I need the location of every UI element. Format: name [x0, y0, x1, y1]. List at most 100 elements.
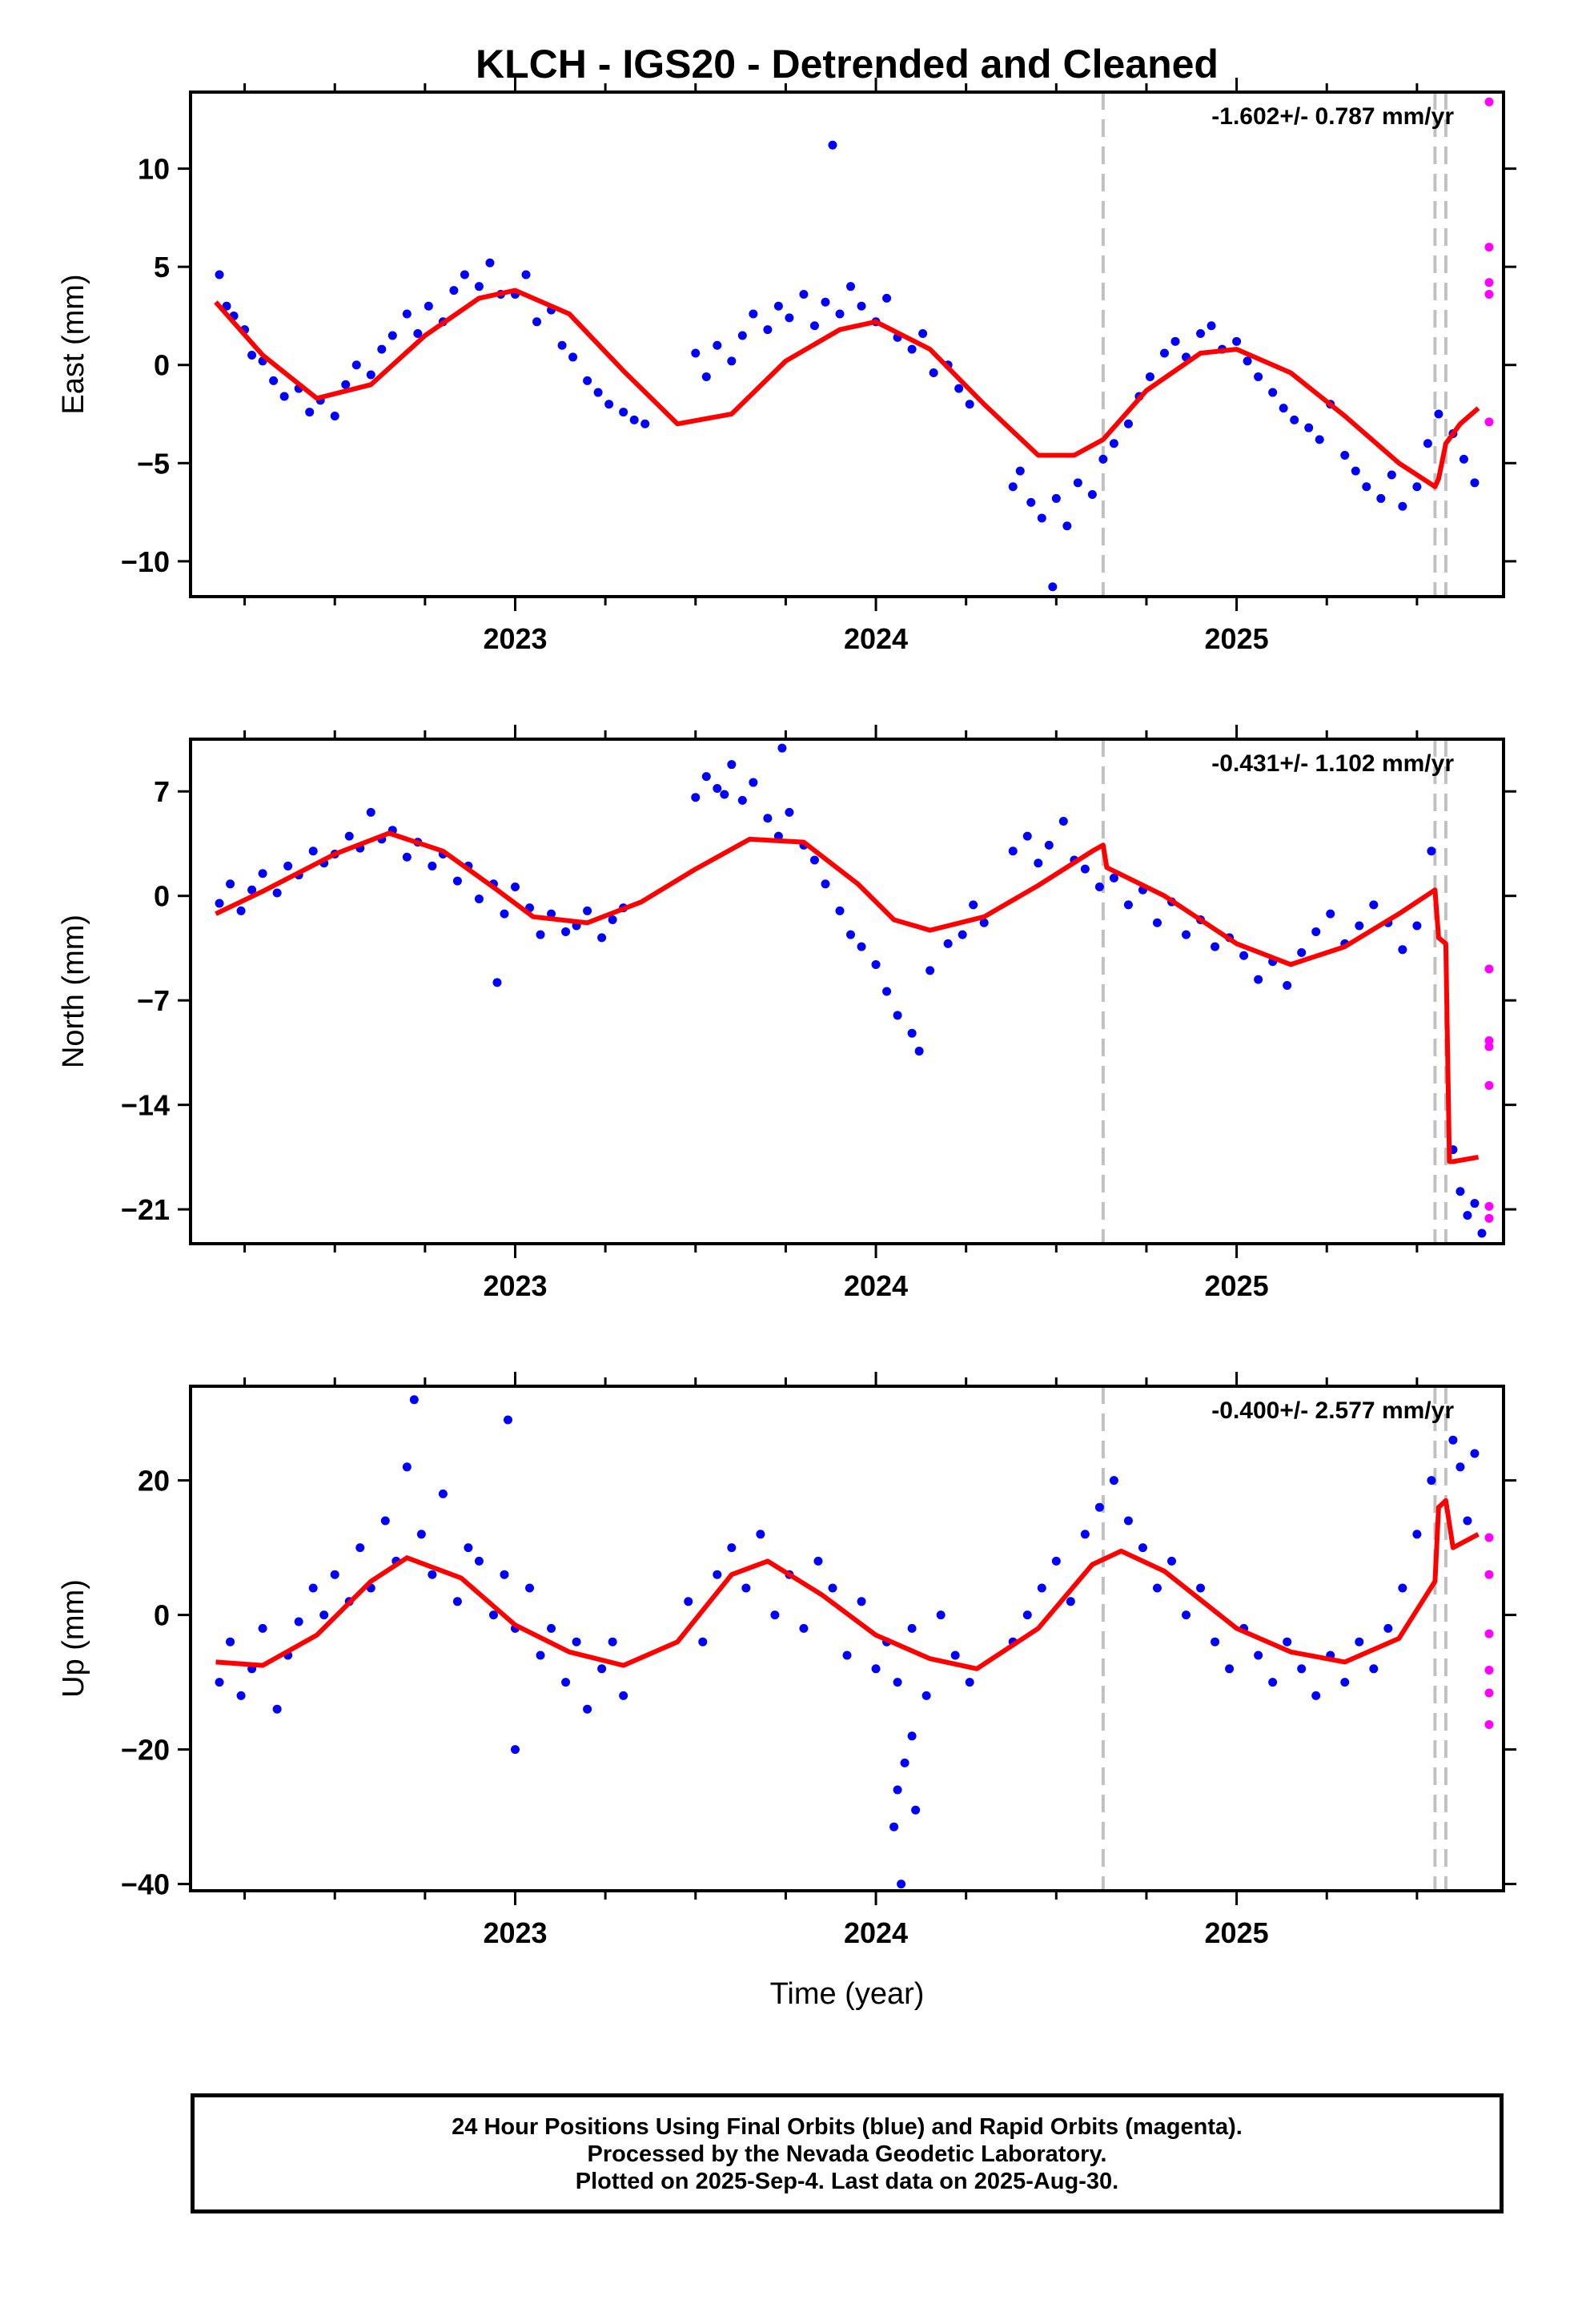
final-point — [215, 1678, 224, 1687]
final-point — [608, 1637, 617, 1647]
x-tick-label: 2023 — [483, 1916, 547, 1949]
final-point — [308, 1583, 318, 1593]
y-axis-label: North (mm) — [57, 915, 90, 1068]
x-tick-label: 2024 — [844, 622, 908, 655]
final-point — [1211, 1637, 1220, 1647]
final-point — [510, 1745, 520, 1755]
y-tick-label: 5 — [154, 251, 170, 283]
footer-line-1: 24 Hour Positions Using Final Orbits (bl… — [452, 2114, 1243, 2140]
final-point — [1196, 1583, 1206, 1593]
final-point — [1387, 470, 1396, 480]
final-point — [921, 1691, 931, 1700]
final-point — [809, 855, 819, 865]
final-point — [958, 930, 967, 939]
final-point — [366, 370, 375, 380]
rapid-point — [1484, 1720, 1494, 1730]
final-point — [918, 329, 928, 339]
final-point — [698, 1637, 708, 1647]
final-point — [1311, 1691, 1321, 1700]
final-point — [428, 1570, 437, 1579]
final-point — [510, 883, 520, 892]
final-point — [402, 309, 412, 319]
final-point — [1109, 1476, 1118, 1486]
final-point — [897, 1880, 906, 1889]
final-point — [1315, 435, 1324, 444]
final-point — [893, 1011, 902, 1020]
final-point — [954, 384, 964, 393]
final-point — [785, 313, 794, 323]
final-point — [1008, 482, 1018, 492]
x-tick-label: 2025 — [1205, 1269, 1269, 1302]
final-point — [1138, 1543, 1147, 1553]
final-point — [907, 1028, 917, 1038]
final-point — [488, 1610, 498, 1620]
final-point — [1477, 1228, 1487, 1238]
panel-3: 20 0 −20 −40 2023 2024 2025 Up (mm) -0.400+/- 2.… — [57, 1372, 1516, 1949]
final-point — [1470, 1199, 1480, 1208]
final-point — [561, 1678, 571, 1687]
final-point — [629, 415, 639, 424]
final-point — [557, 340, 567, 350]
final-point — [846, 930, 856, 939]
final-point — [969, 900, 978, 910]
final-point — [828, 140, 837, 150]
final-point — [330, 411, 339, 420]
final-point — [474, 282, 484, 292]
final-point — [355, 1543, 365, 1553]
final-point — [1008, 846, 1018, 856]
final-point — [1066, 1597, 1075, 1606]
final-point — [1170, 336, 1180, 346]
final-point — [583, 906, 592, 915]
final-point — [1456, 1462, 1465, 1472]
final-point — [1254, 372, 1263, 381]
final-point — [701, 372, 711, 381]
final-point — [351, 360, 361, 370]
final-point — [773, 301, 783, 311]
final-point — [1243, 356, 1252, 366]
x-tick-label: 2025 — [1205, 1916, 1269, 1949]
final-point — [521, 270, 531, 279]
final-point — [1048, 582, 1058, 592]
final-point — [929, 368, 938, 378]
rate-annotation: -0.400+/- 2.577 mm/yr — [1211, 1397, 1454, 1424]
final-point — [452, 1597, 462, 1606]
final-point — [965, 400, 974, 409]
final-point — [846, 282, 856, 292]
final-point — [547, 909, 556, 919]
final-point — [737, 795, 747, 805]
model-line — [215, 1498, 1480, 1671]
x-axis-label: Time (year) — [770, 1977, 925, 2011]
final-point — [857, 942, 866, 951]
y-axis-label: Up (mm) — [57, 1579, 90, 1698]
final-point — [1254, 975, 1263, 984]
final-point — [1037, 513, 1046, 523]
final-point — [727, 356, 737, 366]
y-tick-label: 0 — [154, 880, 170, 913]
final-point — [247, 350, 257, 360]
final-point — [341, 380, 351, 389]
final-point — [532, 317, 542, 327]
final-point — [713, 1570, 722, 1579]
final-point — [485, 258, 495, 267]
y-tick-label: 20 — [138, 1465, 170, 1498]
final-point — [1456, 1187, 1465, 1196]
final-point — [561, 927, 571, 936]
final-point — [684, 1597, 693, 1606]
final-point — [1340, 1678, 1350, 1687]
final-point — [857, 301, 866, 311]
final-point — [741, 1583, 751, 1593]
rate-annotation: -0.431+/- 1.102 mm/yr — [1211, 750, 1454, 777]
final-point — [828, 1583, 837, 1593]
final-point — [1152, 918, 1162, 927]
rapid-point — [1484, 289, 1494, 299]
final-point — [1412, 482, 1422, 492]
final-point — [428, 861, 437, 870]
final-point — [330, 1570, 339, 1579]
final-point — [871, 1664, 881, 1674]
final-point — [438, 1489, 448, 1498]
final-point — [950, 1651, 960, 1660]
final-point — [1022, 1610, 1032, 1620]
final-point — [1268, 1678, 1278, 1687]
final-point — [1080, 1530, 1090, 1539]
final-point — [1196, 329, 1206, 339]
